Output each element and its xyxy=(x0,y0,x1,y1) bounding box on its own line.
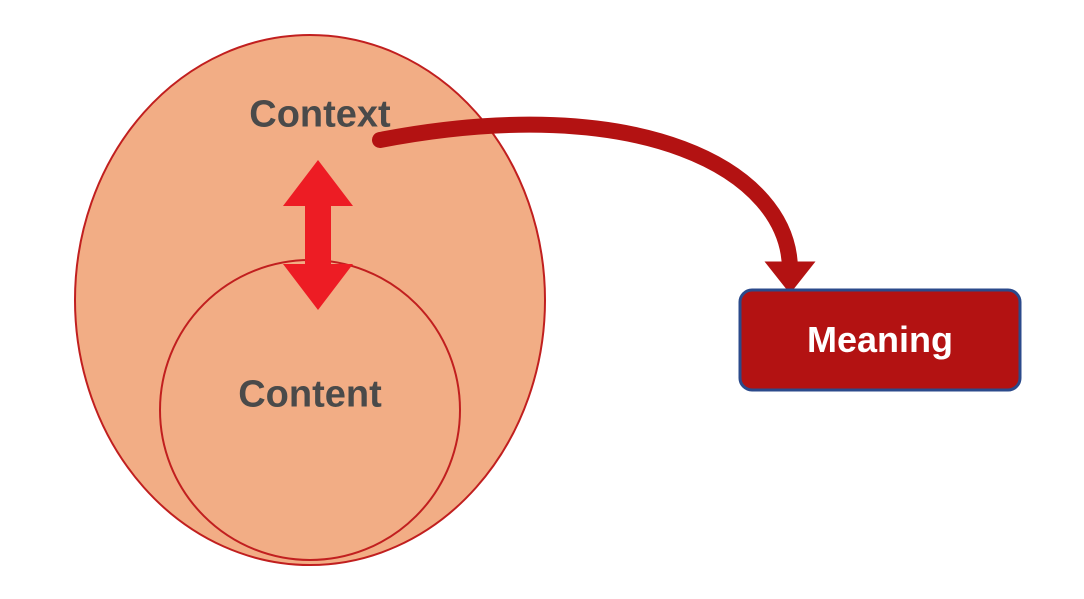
diagram-svg xyxy=(0,0,1084,599)
content-label: Content xyxy=(238,374,382,417)
meaning-label: Meaning xyxy=(807,319,953,361)
context-label: Context xyxy=(249,94,390,137)
